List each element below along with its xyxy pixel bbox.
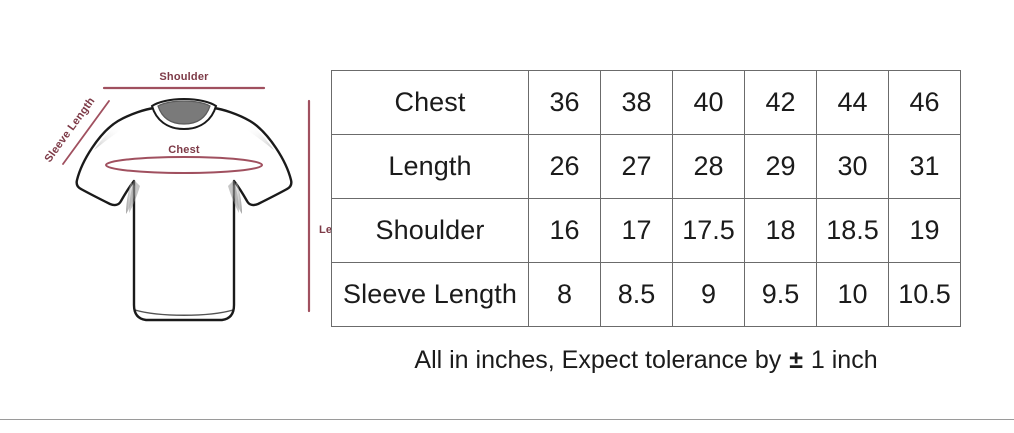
table-row: Chest 36 38 40 42 44 46 <box>331 70 961 135</box>
cell-length-6: 31 <box>888 134 961 199</box>
cell-chest-6: 46 <box>888 70 961 135</box>
cell-sleeve-3: 9 <box>672 262 745 327</box>
caption-suffix: 1 inch <box>810 346 878 374</box>
row-label-sleeve-length: Sleeve Length <box>331 262 529 327</box>
tshirt-outline <box>75 97 293 322</box>
cell-sleeve-1: 8 <box>528 262 601 327</box>
cell-chest-5: 44 <box>816 70 889 135</box>
cell-sleeve-2: 8.5 <box>600 262 673 327</box>
cell-shoulder-6: 19 <box>888 198 961 263</box>
cell-shoulder-2: 17 <box>600 198 673 263</box>
size-chart-table: Chest 36 38 40 42 44 46 Length 26 27 28 … <box>331 70 961 327</box>
cell-chest-3: 40 <box>672 70 745 135</box>
table-row: Sleeve Length 8 8.5 9 9.5 10 10.5 <box>331 262 961 327</box>
cell-length-5: 30 <box>816 134 889 199</box>
row-label-length: Length <box>331 134 529 199</box>
cell-shoulder-1: 16 <box>528 198 601 263</box>
cell-sleeve-4: 9.5 <box>744 262 817 327</box>
size-chart-table-container: Chest 36 38 40 42 44 46 Length 26 27 28 … <box>331 70 961 327</box>
cell-chest-1: 36 <box>528 70 601 135</box>
cell-chest-2: 38 <box>600 70 673 135</box>
tshirt-diagram: Shoulder Chest Length Sleeve Length <box>34 58 357 338</box>
plus-minus-icon: ± <box>789 346 803 374</box>
caption-prefix: All in inches, Expect tolerance by <box>414 346 782 374</box>
row-label-chest: Chest <box>331 70 529 135</box>
cell-shoulder-4: 18 <box>744 198 817 263</box>
cell-length-2: 27 <box>600 134 673 199</box>
chart-caption: All in inches, Expect tolerance by ± 1 i… <box>331 345 961 375</box>
cell-shoulder-5: 18.5 <box>816 198 889 263</box>
cell-sleeve-6: 10.5 <box>888 262 961 327</box>
sleeve-length-measure-line <box>62 100 110 165</box>
table-row: Shoulder 16 17 17.5 18 18.5 19 <box>331 198 961 263</box>
cell-length-3: 28 <box>672 134 745 199</box>
table-row: Length 26 27 28 29 30 31 <box>331 134 961 199</box>
row-label-shoulder: Shoulder <box>331 198 529 263</box>
cell-length-1: 26 <box>528 134 601 199</box>
chest-measure-ellipse <box>105 156 263 174</box>
cell-length-4: 29 <box>744 134 817 199</box>
cell-sleeve-5: 10 <box>816 262 889 327</box>
cell-shoulder-3: 17.5 <box>672 198 745 263</box>
bottom-divider <box>0 419 1014 420</box>
cell-chest-4: 42 <box>744 70 817 135</box>
